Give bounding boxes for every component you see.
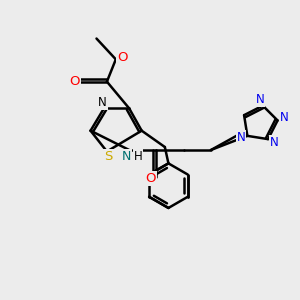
- Text: N: N: [255, 93, 264, 106]
- Text: O: O: [69, 75, 80, 88]
- Text: S: S: [104, 150, 112, 163]
- Text: O: O: [145, 172, 156, 185]
- Text: N: N: [236, 131, 245, 144]
- Text: H: H: [134, 150, 142, 163]
- Text: N: N: [280, 111, 289, 124]
- Text: N: N: [270, 136, 279, 148]
- Text: O: O: [117, 51, 128, 64]
- Text: N: N: [98, 96, 107, 109]
- Text: N: N: [122, 150, 131, 163]
